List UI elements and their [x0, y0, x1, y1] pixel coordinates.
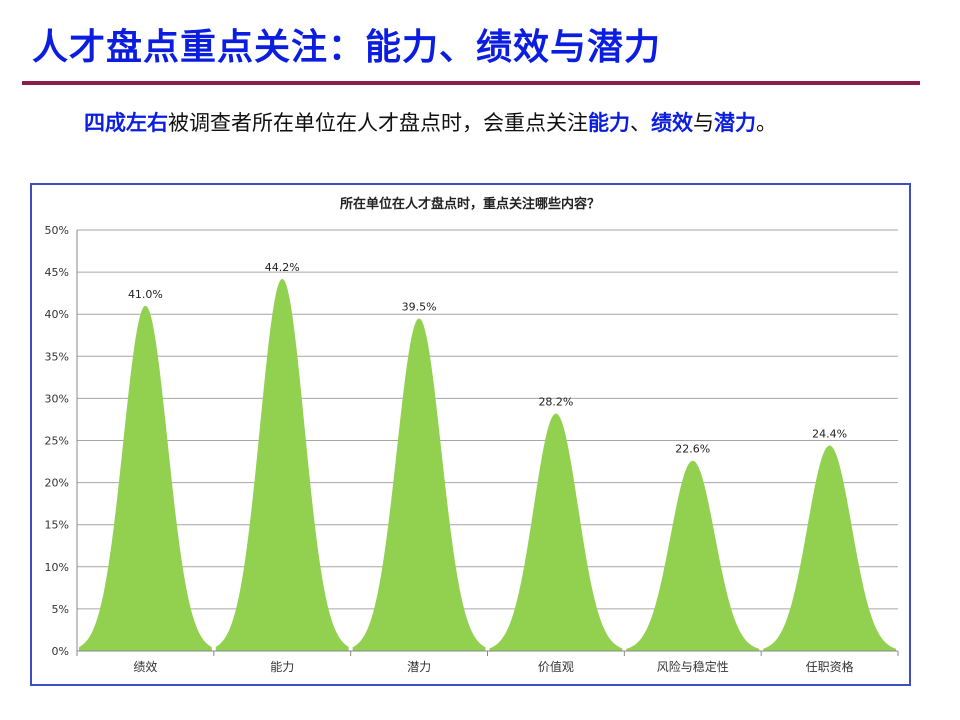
axes: 0% 5% 10% 15% 20% 25% 30% 35% 40% 45% 50% 绩效 能力 潜力 价值观… — [45, 224, 899, 674]
peak-5 — [626, 460, 760, 651]
x-category-label: 任职资格 — [806, 659, 854, 674]
paragraph-and: 与 — [693, 111, 714, 135]
peak-3 — [352, 318, 486, 651]
x-category-label: 风险与稳定性 — [657, 659, 729, 674]
peak-4 — [489, 413, 623, 651]
data-label: 44.2% — [265, 261, 300, 274]
y-tick-label: 5% — [52, 603, 69, 616]
y-tick-label: 35% — [45, 350, 69, 363]
x-category-label: 绩效 — [133, 659, 157, 674]
paragraph-period: 。 — [756, 111, 777, 135]
highlight-ability: 能力 — [588, 111, 630, 135]
highlight-performance: 绩效 — [651, 111, 693, 135]
peak-chart: 所在单位在人才盘点时，重点关注哪些内容？ 41.0% 44.2% 39.5% 28.2… — [45, 196, 899, 674]
peak-6 — [763, 445, 896, 651]
y-tick-label: 45% — [45, 266, 69, 279]
data-label: 39.5% — [402, 300, 437, 313]
x-category-label: 潜力 — [407, 660, 431, 674]
y-tick-label: 0% — [52, 645, 69, 658]
chart-frame: 所在单位在人才盘点时，重点关注哪些内容？ 41.0% 44.2% 39.5% 28.2… — [30, 183, 911, 686]
y-tick-label: 15% — [45, 519, 69, 532]
highlight-four-in-ten: 四成左右 — [84, 111, 168, 135]
x-category-label: 价值观 — [538, 659, 574, 674]
y-tick-label: 25% — [45, 435, 69, 448]
x-category-label: 能力 — [270, 660, 294, 674]
chart-title: 所在单位在人才盘点时，重点关注哪些内容？ — [340, 196, 600, 212]
peak-1 — [79, 305, 212, 651]
data-label: 28.2% — [538, 396, 573, 409]
data-label: 24.4% — [812, 428, 847, 441]
paragraph-comma: 、 — [630, 111, 651, 135]
y-tick-label: 10% — [45, 561, 69, 574]
y-tick-label: 40% — [45, 308, 69, 321]
peaks — [79, 278, 896, 651]
y-tick-label: 20% — [45, 477, 69, 490]
peak-2 — [215, 278, 349, 651]
highlight-potential: 潜力 — [714, 111, 756, 135]
data-labels: 41.0% 44.2% 39.5% 28.2% 22.6% 24.4% — [128, 261, 847, 456]
slide-title: 人才盘点重点关注：能力、绩效与潜力 — [32, 27, 662, 68]
data-label: 41.0% — [128, 288, 163, 301]
paragraph-text-main: 被调查者所在单位在人才盘点时，会重点关注 — [168, 111, 588, 135]
title-divider — [22, 81, 920, 85]
y-tick-label: 30% — [45, 392, 69, 405]
summary-paragraph: 四成左右被调查者所在单位在人才盘点时，会重点关注能力、绩效与潜力。 — [32, 104, 902, 142]
gridlines — [77, 229, 898, 610]
y-tick-label: 50% — [45, 224, 69, 237]
data-label: 22.6% — [675, 443, 710, 456]
